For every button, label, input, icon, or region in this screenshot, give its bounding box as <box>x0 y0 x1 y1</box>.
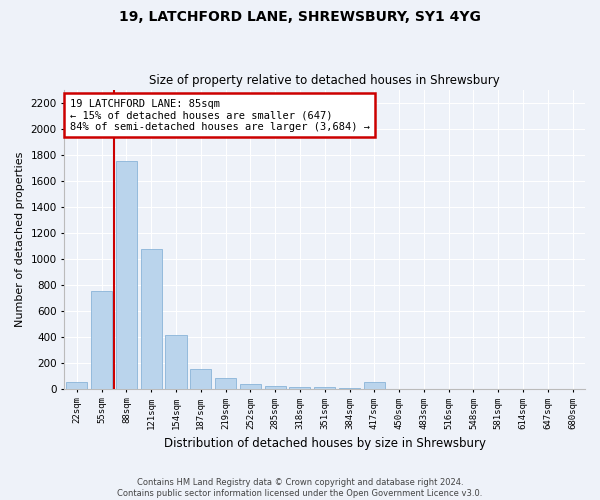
Bar <box>339 388 360 389</box>
X-axis label: Distribution of detached houses by size in Shrewsbury: Distribution of detached houses by size … <box>164 437 486 450</box>
Title: Size of property relative to detached houses in Shrewsbury: Size of property relative to detached ho… <box>149 74 500 87</box>
Text: Contains HM Land Registry data © Crown copyright and database right 2024.
Contai: Contains HM Land Registry data © Crown c… <box>118 478 482 498</box>
Bar <box>289 387 310 389</box>
Text: 19, LATCHFORD LANE, SHREWSBURY, SY1 4YG: 19, LATCHFORD LANE, SHREWSBURY, SY1 4YG <box>119 10 481 24</box>
Bar <box>91 291 112 389</box>
Bar <box>67 382 88 389</box>
Text: 19 LATCHFORD LANE: 85sqm
← 15% of detached houses are smaller (647)
84% of semi-: 19 LATCHFORD LANE: 85sqm ← 15% of detach… <box>70 98 370 132</box>
Bar <box>140 249 162 389</box>
Bar <box>215 378 236 389</box>
Bar <box>240 384 261 389</box>
Bar <box>116 161 137 389</box>
Y-axis label: Number of detached properties: Number of detached properties <box>15 152 25 327</box>
Bar <box>364 382 385 389</box>
Bar <box>314 388 335 389</box>
Bar <box>166 335 187 389</box>
Bar <box>265 386 286 389</box>
Bar <box>190 368 211 389</box>
